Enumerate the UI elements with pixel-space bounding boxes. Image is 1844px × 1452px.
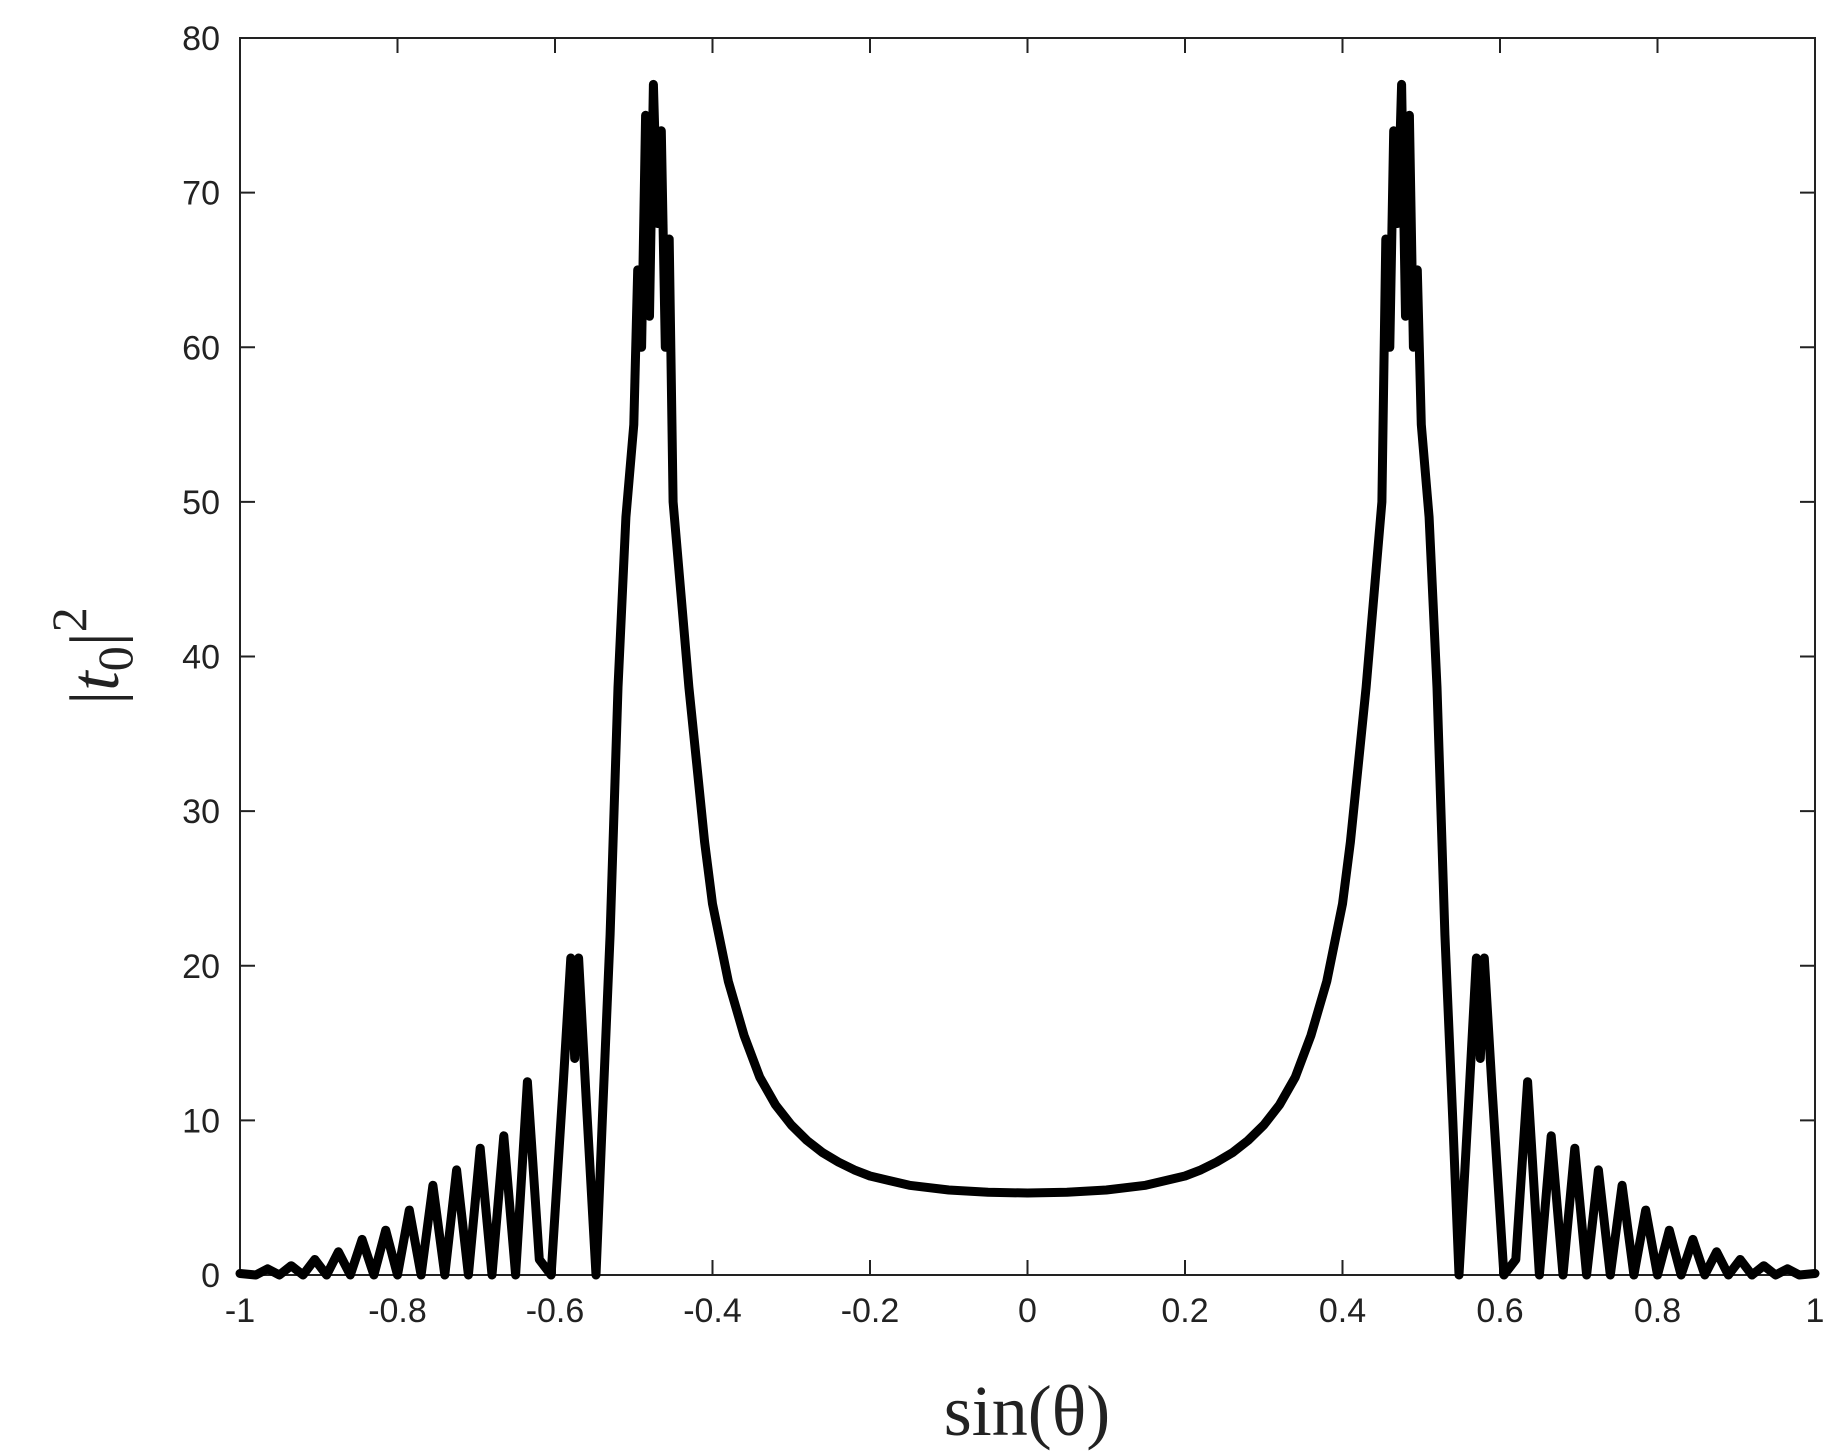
x-tick-label: -1	[225, 1292, 255, 1330]
y-tick-label: 70	[182, 175, 220, 213]
plot-frame	[239, 37, 1816, 1276]
y-axis-sub: 0	[87, 646, 143, 671]
y-axis-sup: 2	[41, 607, 97, 632]
y-axis-bar-right: |	[57, 632, 134, 646]
y-tick-label: 10	[182, 1102, 220, 1140]
x-tick-label: 1	[1806, 1292, 1825, 1330]
y-axis-bar-left: |	[57, 691, 134, 705]
x-tick-label: 0.4	[1319, 1292, 1366, 1330]
y-tick-label: 60	[182, 329, 220, 367]
x-tick-label: -0.6	[526, 1292, 585, 1330]
x-tick-label: 0	[1018, 1292, 1037, 1330]
x-tick-label: 0.6	[1476, 1292, 1523, 1330]
x-ticks	[239, 38, 1816, 1275]
y-tick-labels: 0 10 20 30 40 50 60 70 80	[182, 20, 220, 1295]
x-tick-label: -0.2	[841, 1292, 900, 1330]
x-tick-label: -0.4	[683, 1292, 742, 1330]
y-tick-label: 20	[182, 948, 220, 986]
y-tick-label: 30	[182, 793, 220, 831]
x-tick-label: 0.2	[1161, 1292, 1208, 1330]
y-axis-var: t	[57, 670, 134, 691]
series-line	[235, 79, 1820, 1280]
y-tick-label: 80	[182, 20, 220, 58]
x-tick-labels: -1 -0.8 -0.6 -0.4 -0.2 0 0.2 0.4 0.6 0.8 1	[225, 1292, 1825, 1330]
y-axis-title: |t0|2	[41, 607, 143, 704]
x-tick-label: 0.8	[1634, 1292, 1681, 1330]
y-tick-label: 50	[182, 484, 220, 522]
x-axis-title: sin(θ)	[944, 1371, 1110, 1451]
y-tick-label: 0	[201, 1257, 220, 1295]
x-tick-label: -0.8	[368, 1292, 427, 1330]
y-tick-label: 40	[182, 639, 220, 677]
